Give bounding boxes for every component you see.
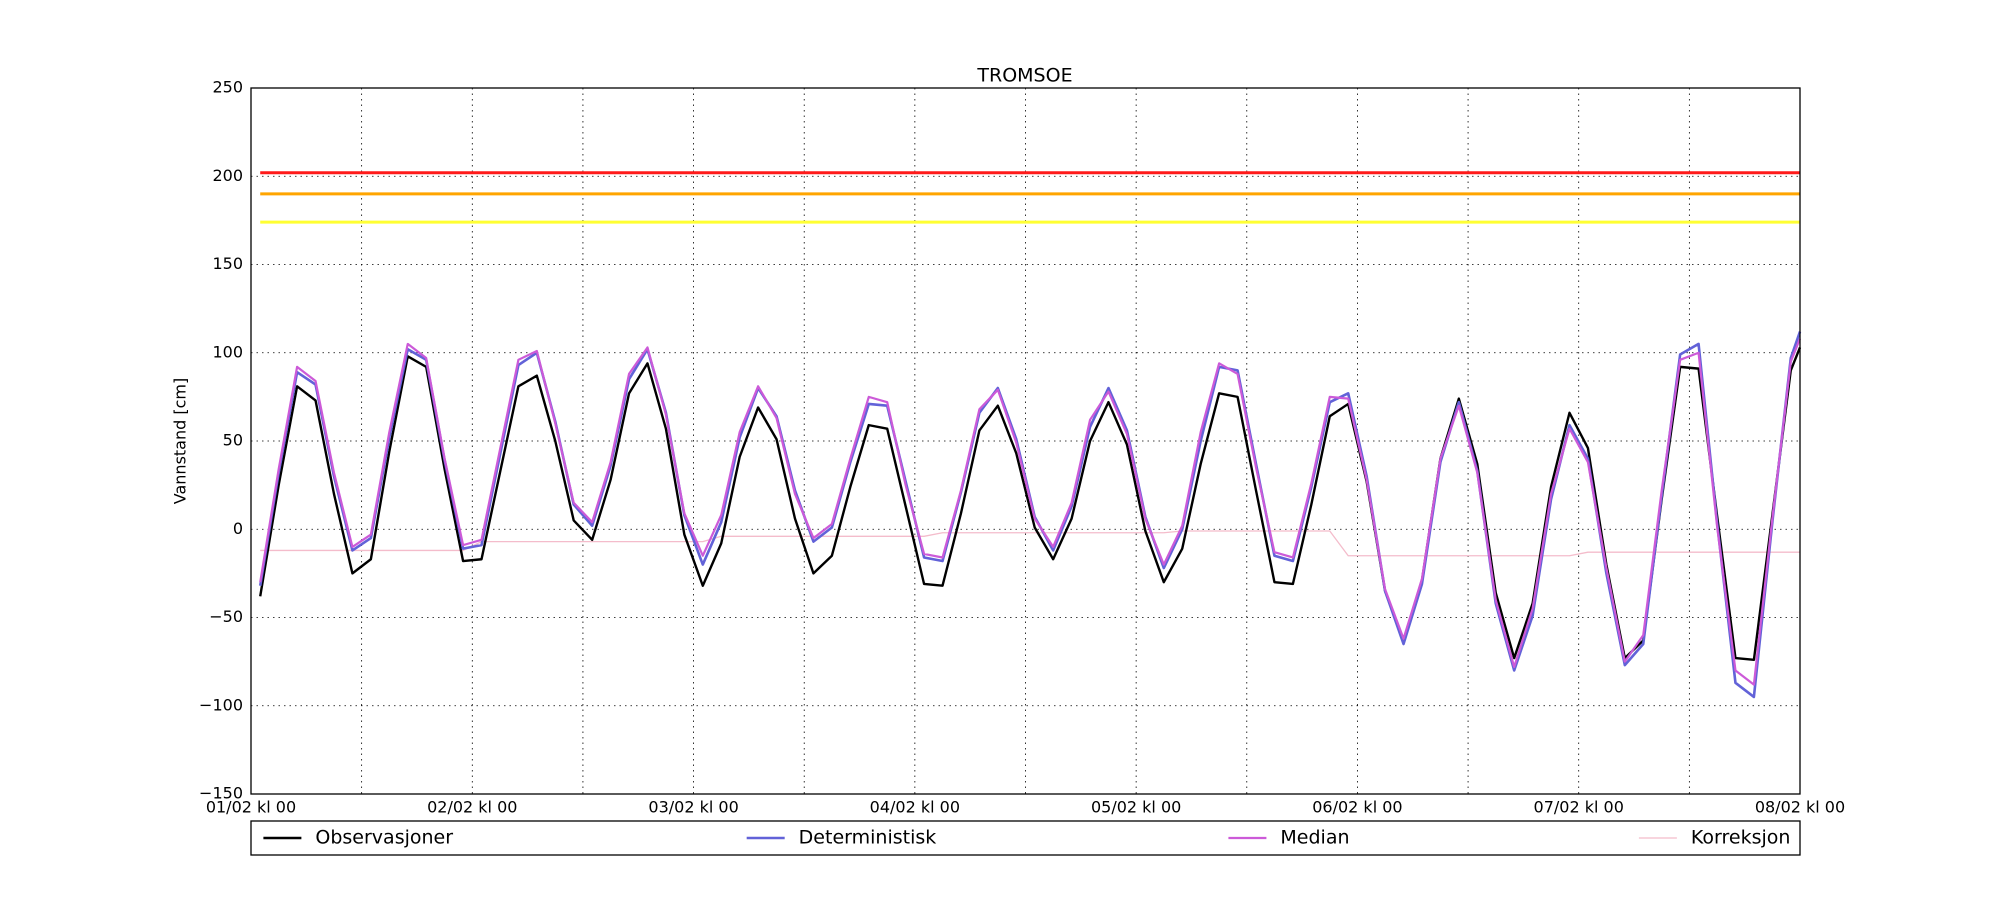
y-tick-label: −100 [199,695,243,714]
y-tick-label: −50 [209,607,243,626]
series-line [259,347,1802,662]
plot-frame [250,87,1801,795]
x-tick-label: 03/02 kl 00 [648,798,738,817]
legend-label: Korreksjon [1691,827,1791,849]
chart-title: TROMSOE [976,65,1072,87]
y-tick-label: 100 [212,342,243,361]
x-tick-label: 01/02 kl 00 [206,798,296,817]
y-tick-label: 150 [212,254,243,273]
y-tick-label: 200 [212,166,243,185]
legend-label: Median [1280,827,1349,849]
x-tick-label: 04/02 kl 00 [870,798,960,817]
x-tick-label: 06/02 kl 00 [1312,798,1402,817]
y-tick-label: 50 [223,431,243,450]
legend-label: Deterministisk [799,827,937,849]
legend-label: Observasjoner [315,827,453,849]
series-line [259,338,1802,686]
y-tick-label: −150 [199,784,243,803]
x-tick-label: 07/02 kl 00 [1534,798,1624,817]
y-tick-label: 250 [212,78,243,97]
series-line [260,530,1800,557]
y-axis-label: Vannstand [cm] [171,378,190,504]
x-tick-label: 05/02 kl 00 [1091,798,1181,817]
legend-box [250,820,1801,856]
x-tick-label: 08/02 kl 00 [1755,798,1845,817]
x-tick-label: 02/02 kl 00 [427,798,517,817]
y-tick-label: 0 [233,519,243,538]
